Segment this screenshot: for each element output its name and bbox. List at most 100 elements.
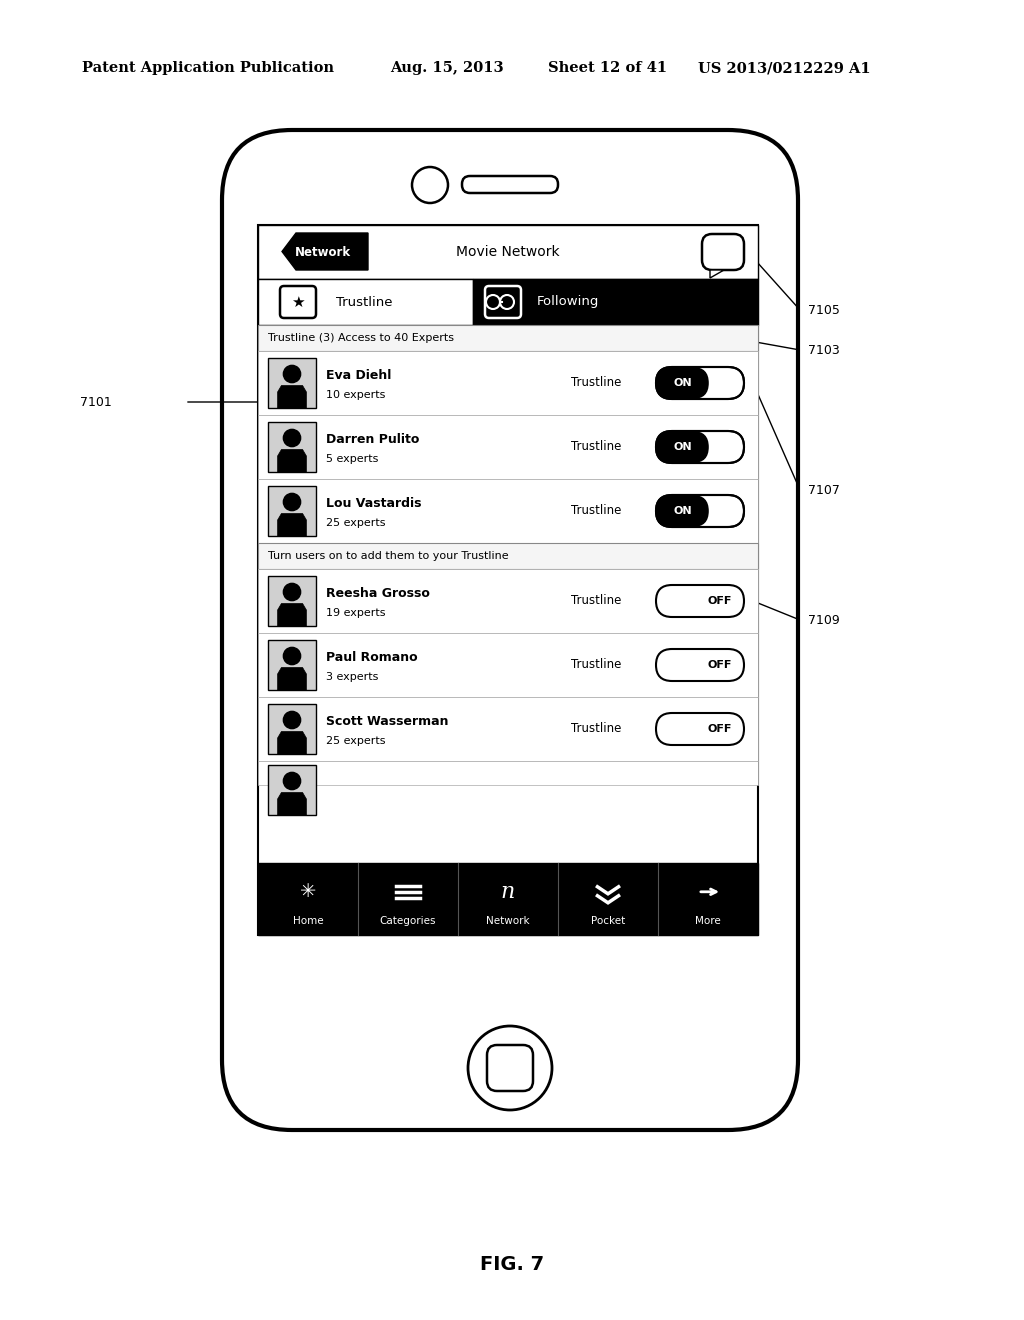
Polygon shape <box>278 513 306 536</box>
Polygon shape <box>278 792 306 814</box>
Text: Trustline: Trustline <box>570 441 622 454</box>
Text: 25 experts: 25 experts <box>326 735 385 746</box>
Text: 19 experts: 19 experts <box>326 607 385 618</box>
Bar <box>258 697 758 762</box>
Bar <box>258 224 758 935</box>
Text: Turn users on to add them to your Trustline: Turn users on to add them to your Trustl… <box>268 550 509 561</box>
Text: 7103: 7103 <box>808 343 840 356</box>
Text: 3 experts: 3 experts <box>326 672 379 681</box>
Text: ON: ON <box>673 442 692 451</box>
Bar <box>258 762 758 785</box>
Text: Trustline: Trustline <box>570 504 622 517</box>
Circle shape <box>284 772 301 789</box>
FancyBboxPatch shape <box>656 495 709 527</box>
Text: OFF: OFF <box>708 597 731 606</box>
Text: Categories: Categories <box>380 916 436 925</box>
Polygon shape <box>278 385 306 408</box>
Bar <box>258 351 758 414</box>
Text: ✳: ✳ <box>300 882 316 902</box>
Circle shape <box>284 647 301 665</box>
Text: Trustline (3) Access to 40 Experts: Trustline (3) Access to 40 Experts <box>268 333 454 343</box>
Bar <box>268 640 316 690</box>
FancyBboxPatch shape <box>222 129 798 1130</box>
Text: 5 experts: 5 experts <box>326 454 379 463</box>
Text: Pocket: Pocket <box>591 916 625 925</box>
Circle shape <box>284 429 301 446</box>
Bar <box>268 358 316 408</box>
Text: Scott Wasserman: Scott Wasserman <box>326 715 449 727</box>
Text: US 2013/0212229 A1: US 2013/0212229 A1 <box>698 61 870 75</box>
Text: Trustline: Trustline <box>336 296 392 309</box>
Text: Trustline: Trustline <box>570 594 622 607</box>
Text: Following: Following <box>537 296 599 309</box>
Polygon shape <box>278 450 306 473</box>
Text: Eva Diehl: Eva Diehl <box>326 368 391 381</box>
Bar <box>258 224 758 279</box>
Text: n: n <box>501 880 515 903</box>
Text: 25 experts: 25 experts <box>326 517 385 528</box>
Bar <box>258 279 473 325</box>
Text: Sheet 12 of 41: Sheet 12 of 41 <box>548 61 667 75</box>
FancyBboxPatch shape <box>656 649 744 681</box>
Bar <box>258 543 758 569</box>
Text: 7109: 7109 <box>808 614 840 627</box>
FancyBboxPatch shape <box>487 1045 534 1092</box>
Circle shape <box>284 494 301 511</box>
Text: Aug. 15, 2013: Aug. 15, 2013 <box>390 61 504 75</box>
Text: Network: Network <box>486 916 529 925</box>
Bar <box>268 486 316 536</box>
FancyBboxPatch shape <box>656 495 744 527</box>
FancyBboxPatch shape <box>485 286 521 318</box>
FancyBboxPatch shape <box>656 367 709 399</box>
FancyBboxPatch shape <box>656 432 744 463</box>
Polygon shape <box>278 731 306 754</box>
Bar <box>258 479 758 543</box>
FancyBboxPatch shape <box>656 367 744 399</box>
Text: 7107: 7107 <box>808 483 840 496</box>
Circle shape <box>284 366 301 383</box>
Text: 7101: 7101 <box>80 396 112 408</box>
Polygon shape <box>282 234 368 271</box>
Text: Trustline: Trustline <box>570 659 622 672</box>
Text: 7105: 7105 <box>808 304 840 317</box>
FancyBboxPatch shape <box>656 585 744 616</box>
Polygon shape <box>710 271 724 279</box>
Bar <box>258 863 758 935</box>
Text: FIG. 7: FIG. 7 <box>480 1255 544 1275</box>
Text: Reesha Grosso: Reesha Grosso <box>326 587 430 599</box>
Bar <box>268 576 316 626</box>
Text: OFF: OFF <box>708 723 731 734</box>
FancyBboxPatch shape <box>656 432 709 463</box>
Text: Trustline: Trustline <box>570 376 622 389</box>
Bar <box>473 279 758 325</box>
Text: ON: ON <box>673 378 692 388</box>
Text: More: More <box>695 916 721 925</box>
Bar <box>258 325 758 351</box>
FancyBboxPatch shape <box>462 176 558 193</box>
Polygon shape <box>278 668 306 690</box>
Polygon shape <box>278 603 306 626</box>
Text: ON: ON <box>673 506 692 516</box>
Text: ★: ★ <box>291 294 305 309</box>
Text: Network: Network <box>295 246 351 259</box>
Text: 10 experts: 10 experts <box>326 389 385 400</box>
Text: Lou Vastardis: Lou Vastardis <box>326 496 422 510</box>
Circle shape <box>284 583 301 601</box>
Text: Home: Home <box>293 916 324 925</box>
Bar <box>258 414 758 479</box>
Bar <box>258 569 758 634</box>
Bar <box>268 766 316 814</box>
Text: Paul Romano: Paul Romano <box>326 651 418 664</box>
FancyBboxPatch shape <box>280 286 316 318</box>
FancyBboxPatch shape <box>702 234 744 271</box>
Text: Darren Pulito: Darren Pulito <box>326 433 420 446</box>
Circle shape <box>284 711 301 729</box>
Bar <box>268 422 316 473</box>
Text: OFF: OFF <box>708 660 731 671</box>
Bar <box>258 634 758 697</box>
Text: Patent Application Publication: Patent Application Publication <box>82 61 334 75</box>
Text: Trustline: Trustline <box>570 722 622 735</box>
FancyBboxPatch shape <box>656 713 744 744</box>
Text: Movie Network: Movie Network <box>456 246 560 259</box>
Bar <box>268 704 316 754</box>
